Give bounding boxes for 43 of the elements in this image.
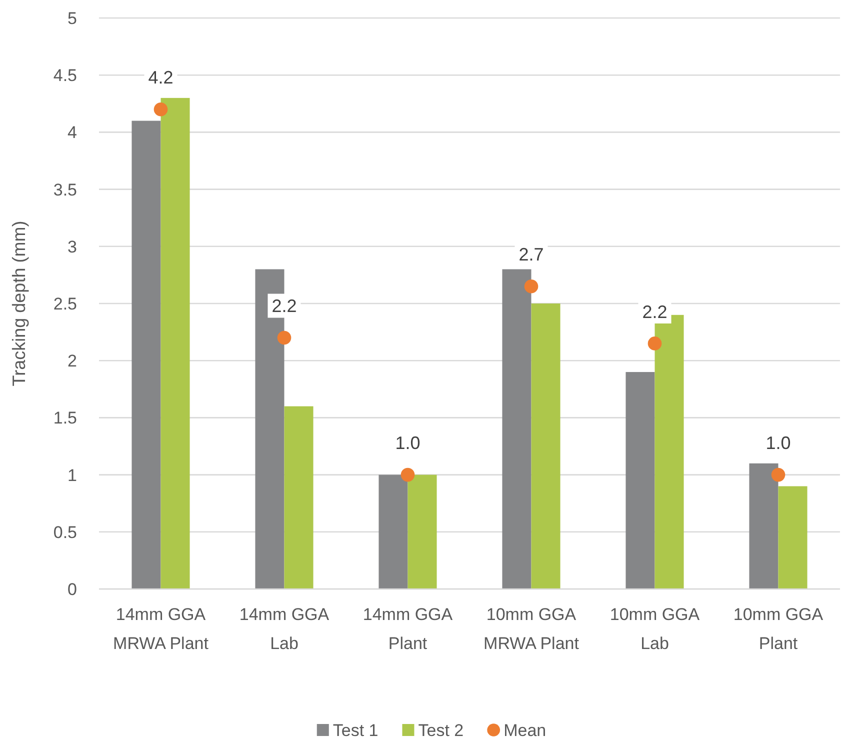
bar xyxy=(132,120,161,589)
bar xyxy=(378,474,408,589)
data-label: 1.0 xyxy=(766,433,791,454)
y-tick-label: 0 xyxy=(68,580,77,599)
bar xyxy=(502,269,532,589)
bar xyxy=(160,98,190,589)
bar xyxy=(626,372,655,589)
bar xyxy=(749,463,778,589)
x-tick-label: 10mm GGA MRWA Plant xyxy=(484,605,580,653)
data-label: 2.7 xyxy=(518,244,544,265)
y-tick-label: 4.5 xyxy=(53,66,77,86)
legend-label: Test 2 xyxy=(418,720,464,740)
y-tick-label: 1 xyxy=(68,466,77,485)
bar xyxy=(531,304,560,589)
y-tick-label: 3 xyxy=(68,237,77,256)
y-tick-label: 4 xyxy=(68,123,77,142)
x-tick-label: 10mm GGA Lab xyxy=(610,605,700,653)
bar xyxy=(408,474,437,589)
y-tick-label: 2.5 xyxy=(53,294,77,314)
y-axis-title: Tracking depth (mm) xyxy=(9,220,29,386)
legend-label: Mean xyxy=(504,720,546,740)
data-label: 1.0 xyxy=(395,433,420,454)
x-tick-label: 14mm GGA MRWA Plant xyxy=(113,605,209,653)
point xyxy=(771,468,786,482)
point xyxy=(400,468,415,482)
data-label: 4.2 xyxy=(148,68,174,88)
bar xyxy=(284,406,314,589)
point xyxy=(648,336,662,350)
data-label: 2.2 xyxy=(272,296,297,316)
x-tick-label: 14mm GGA Plant xyxy=(362,605,454,653)
point xyxy=(154,102,168,116)
y-tick-label: 2 xyxy=(68,352,77,371)
x-tick-label: 10mm GGA Plant xyxy=(733,605,824,653)
point xyxy=(277,330,292,345)
legend-label: Test 1 xyxy=(332,720,378,740)
y-tick-label: 1.5 xyxy=(53,408,77,428)
x-tick-label: 14mm GGA Lab xyxy=(239,605,330,653)
y-tick-label: 5 xyxy=(68,8,77,28)
y-tick-label: 0.5 xyxy=(53,522,77,542)
bar xyxy=(778,486,808,589)
point xyxy=(524,279,538,294)
y-tick-label: 3.5 xyxy=(53,180,77,200)
data-label: 2.2 xyxy=(642,302,668,322)
